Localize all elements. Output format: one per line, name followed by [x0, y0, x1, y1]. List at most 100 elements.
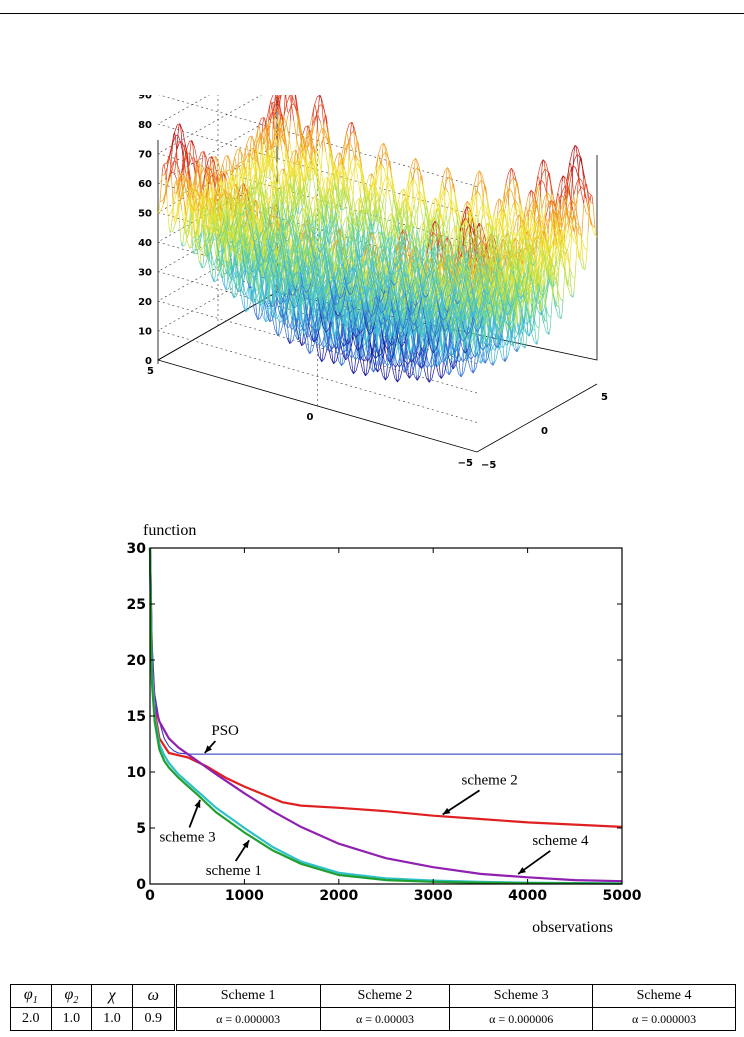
surface-mesh-segment [344, 139, 346, 154]
surface-mesh-segment [267, 120, 269, 138]
surface-mesh-segment [160, 175, 163, 189]
surface-mesh-segment [265, 156, 268, 173]
surface-mesh-segment [258, 221, 261, 232]
top-rule [0, 13, 744, 14]
surface-mesh-segment [323, 211, 326, 229]
surface-mesh-segment [287, 327, 290, 340]
surface-mesh-segment [275, 166, 278, 180]
surface-mesh-segment [351, 358, 353, 370]
surface-mesh-segment [411, 195, 413, 214]
surface-mesh-segment [271, 191, 273, 209]
surface-mesh-segment [338, 152, 341, 159]
surface-mesh-segment [288, 120, 291, 139]
surface-mesh-segment [170, 220, 173, 230]
surface-mesh-segment [168, 226, 171, 233]
surface-mesh-segment [273, 124, 275, 137]
surface-mesh-segment [249, 248, 252, 252]
surface-mesh-segment [191, 224, 194, 238]
surface-mesh-segment [184, 221, 187, 233]
surface-mesh-segment [284, 171, 287, 181]
surface-mesh-segment [337, 185, 339, 199]
surface-mesh-segment [329, 213, 332, 231]
surface-mesh-segment [182, 175, 184, 189]
surface-mesh-segment [363, 361, 365, 373]
surface-mesh-segment [223, 254, 226, 268]
surface-mesh-segment [217, 230, 220, 241]
surface-mesh-segment [202, 255, 205, 266]
surface-mesh-segment [204, 155, 207, 168]
surface-mesh-segment [199, 164, 201, 177]
surface-mesh-segment [360, 180, 362, 195]
surface-mesh-segment [207, 216, 210, 222]
surface-mesh-segment [329, 188, 332, 202]
surface-mesh-segment [301, 213, 304, 225]
surface-mesh-segment [296, 125, 298, 139]
surface-mesh-segment [444, 202, 447, 215]
surface-mesh-segment [237, 153, 240, 166]
surface-mesh-segment [196, 200, 199, 206]
surface-mesh-segment [163, 164, 166, 170]
surface-mesh-segment [231, 280, 234, 293]
surface-mesh-segment [268, 107, 270, 121]
surface-mesh-segment [259, 128, 261, 138]
surface-mesh-segment [213, 160, 216, 171]
surface-mesh-segment [476, 206, 479, 219]
surface-mesh-segment [194, 163, 197, 174]
surface-mesh-segment [384, 198, 387, 216]
surface-mesh-segment [289, 339, 292, 344]
surface-mesh-segment [220, 212, 222, 222]
surface-mesh-segment [313, 200, 316, 214]
surface-mesh-segment [174, 132, 176, 139]
surface-mesh-segment [287, 138, 290, 152]
surface-mesh-segment [174, 161, 177, 171]
surface-mesh-segment [286, 103, 288, 112]
surface-mesh-segment [354, 359, 356, 371]
surface-mesh-segment [197, 235, 199, 246]
surface-mesh-segment [304, 166, 307, 185]
surface-mesh-segment [484, 211, 486, 213]
surface-mesh-segment [166, 198, 169, 215]
surface-mesh-segment [234, 176, 237, 182]
surface-mesh-segment [172, 206, 175, 219]
surface-mesh-segment [184, 186, 187, 192]
surface-mesh-segment [330, 201, 333, 215]
surface-mesh-segment [326, 177, 329, 183]
surface-mesh-segment [205, 167, 208, 183]
surface-mesh-segment [295, 138, 297, 157]
surface-mesh-segment [259, 152, 262, 169]
surface-mesh-segment [234, 285, 237, 296]
surface-mesh-segment [161, 166, 164, 176]
surface-mesh-segment [355, 154, 358, 163]
surface-mesh-segment [300, 158, 303, 177]
surface-mesh-segment [189, 143, 192, 153]
surface-mesh-segment [319, 345, 321, 358]
surface-mesh-segment [301, 341, 304, 346]
surface-mesh-segment [170, 173, 173, 191]
surface-mesh-segment [358, 211, 360, 230]
surface-mesh-segment [442, 182, 445, 191]
surface-mesh-segment [179, 229, 182, 242]
surface-mesh-segment [247, 169, 250, 186]
surface-mesh-segment [328, 155, 330, 170]
surface-mesh-segment [176, 135, 179, 149]
surface-mesh-segment [223, 274, 226, 286]
surface-mesh-segment [413, 203, 416, 212]
surface-mesh-segment [243, 295, 246, 307]
surface-mesh-segment [164, 169, 167, 183]
surface-mesh-segment [173, 169, 176, 173]
surface-mesh-segment [292, 168, 295, 185]
surface-mesh-segment [185, 189, 188, 193]
surface-mesh-segment [315, 132, 318, 151]
surface-mesh-segment [257, 316, 260, 320]
surface-mesh-segment [378, 155, 381, 165]
surface-mesh-segment [395, 367, 397, 379]
surface-mesh-segment [390, 213, 393, 231]
surface-mesh-segment [233, 187, 236, 198]
surface-mesh-segment [234, 237, 237, 254]
surface-mesh-segment [300, 194, 303, 203]
surface-mesh-segment [193, 250, 196, 255]
surface-mesh-segment [366, 360, 368, 372]
surface-mesh-segment [190, 237, 193, 247]
surface-mesh-segment [256, 205, 259, 218]
